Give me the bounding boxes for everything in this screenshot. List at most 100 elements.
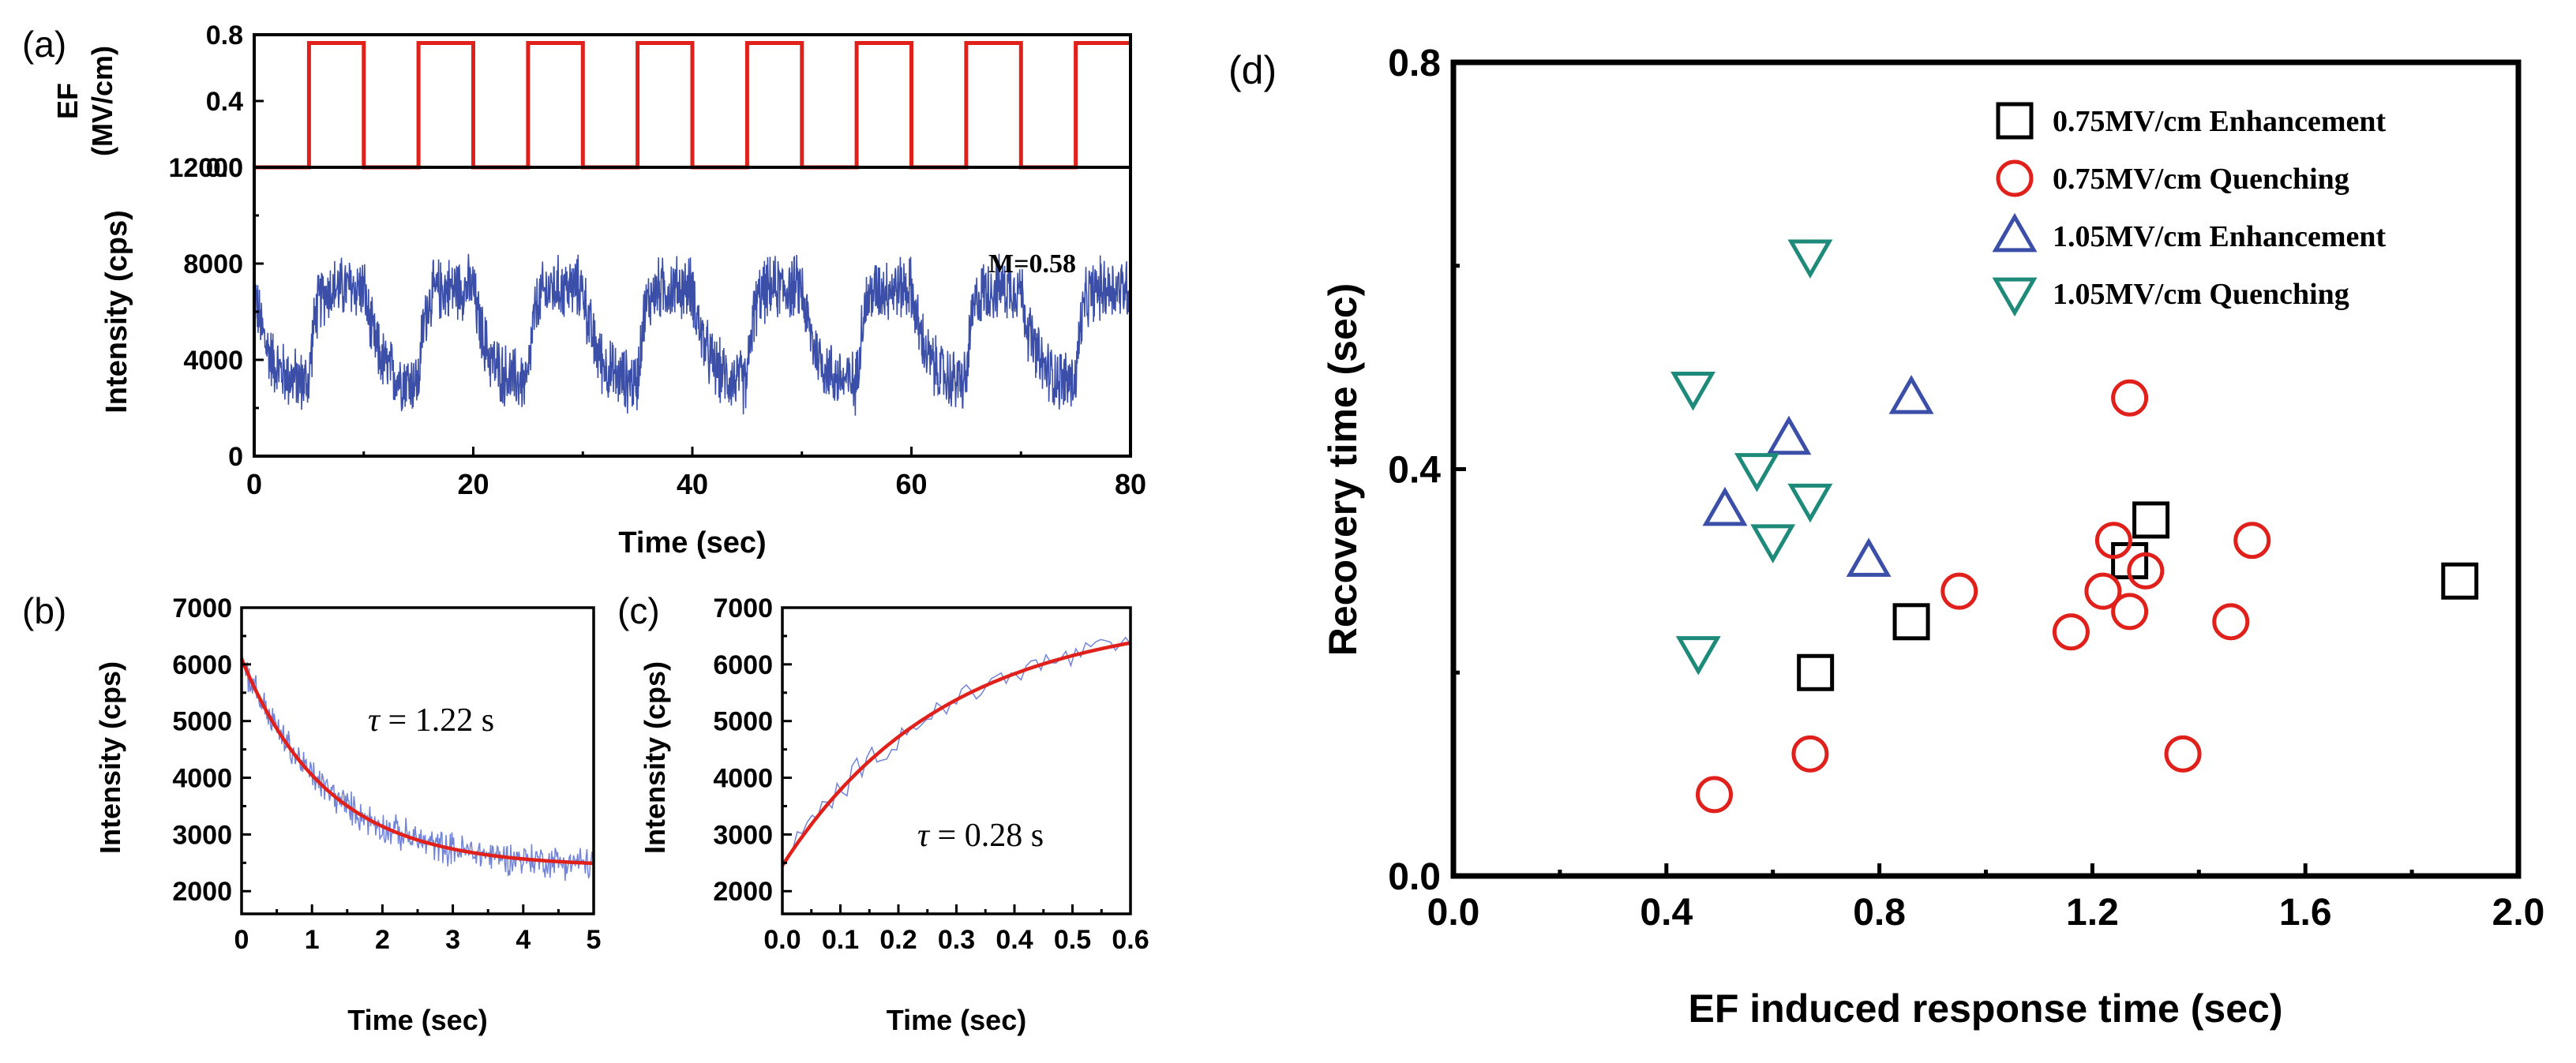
scatter-point [2052, 613, 2090, 651]
scatter-point [1702, 486, 1748, 526]
tau-value: = 1.22 s [380, 702, 494, 739]
x-tick-label: 40 [677, 468, 708, 500]
x-tick-label: 0.0 [1427, 892, 1480, 934]
scatter-point [2212, 603, 2250, 641]
legend-marker [1996, 159, 2034, 197]
x-tick-label: 1.2 [2066, 892, 2119, 934]
y-tick-label: 6000 [172, 650, 232, 680]
x-tick-label: 2 [375, 925, 390, 955]
scatter-point [1791, 735, 1829, 773]
y-tick-label: 0.4 [1388, 449, 1441, 491]
y-tick-label: 8000 [183, 249, 243, 279]
ef-ylabel-line-2: (MV/cm) [86, 46, 118, 156]
y-tick-label: 7000 [713, 593, 773, 623]
noisy-data-trace [241, 655, 594, 881]
y-tick-label: 2000 [713, 877, 773, 907]
scatter-point [2111, 593, 2149, 631]
y-tick-label: 0.8 [1388, 43, 1441, 84]
x-tick-label: 0.1 [822, 925, 859, 955]
panel-label: (c) [617, 590, 660, 631]
y-tick-label: 0.0 [1388, 856, 1441, 898]
xlabel: Time (sec) [347, 1004, 487, 1036]
x-tick-label: 0.3 [938, 925, 975, 955]
scatter-point [1675, 636, 1721, 676]
ylabel: Recovery time (sec) [1321, 283, 1365, 656]
scatter-point [2094, 522, 2132, 560]
ylabel: Intensity (cps) [94, 661, 126, 854]
legend-label: 1.05MV/cm Quenching [2053, 278, 2349, 311]
x-tick-label: 0.2 [879, 925, 917, 955]
y-tick-label: 2000 [172, 877, 232, 907]
intensity-ylabel: Intensity (cps) [100, 210, 133, 414]
x-tick-label: 20 [457, 468, 489, 500]
y-tick-label: 4000 [183, 346, 243, 376]
x-tick-label: 0 [234, 925, 249, 955]
intensity-trace [253, 253, 1131, 416]
panel-label: (d) [1228, 48, 1277, 92]
scatter-point [1787, 239, 1833, 279]
scatter-point [1888, 375, 1934, 414]
y-tick-label: 0.8 [206, 21, 243, 51]
x-tick-label: 3 [445, 925, 460, 955]
fit-curve [239, 657, 594, 866]
y-tick-label: 4000 [713, 763, 773, 793]
y-tick-label: 6000 [713, 650, 773, 680]
scatter-point [1670, 372, 1715, 411]
y-tick-label: 0 [228, 442, 243, 472]
x-tick-label: 60 [895, 468, 927, 500]
y-tick-label: 3000 [172, 820, 232, 850]
y-tick-label: 12000 [168, 153, 243, 183]
y-tick-label: 7000 [172, 593, 232, 623]
y-tick-label: 4000 [172, 763, 232, 793]
series-triangle-up [1702, 375, 1934, 577]
y-tick-label: 0.0 [206, 153, 243, 183]
tau-annotation: τ = 0.28 s [917, 818, 1044, 854]
legend-marker [1992, 212, 2038, 253]
panel-label: (a) [22, 24, 66, 65]
fit-curve [781, 641, 1131, 867]
series-circle [1696, 379, 2271, 814]
panel-b: (b) 0 1 2 3 4 5 2000 3000 4000 5000 6000 7000 Intensi… [22, 590, 601, 1036]
tau-value: = 0.28 s [929, 818, 1044, 854]
scatter-point [1734, 453, 1779, 492]
modulation-annotation: M=0.58 [988, 249, 1076, 279]
scatter-point [1787, 483, 1833, 523]
y-tick-label: 5000 [713, 707, 773, 737]
plot-frame [1450, 59, 2522, 879]
ef-square-wave [254, 41, 1131, 170]
scatter-point [2441, 562, 2479, 600]
tau-symbol: τ [368, 702, 381, 739]
x-tick-label: 0.8 [1853, 892, 1906, 934]
ef-ylabel-line-1: EF [51, 83, 84, 119]
scatter-point [1846, 537, 1892, 577]
series-triangle-down [1670, 239, 1833, 676]
x-tick-label: 0 [246, 468, 262, 500]
legend-label: 1.05MV/cm Enhancement [2053, 220, 2387, 253]
time-xlabel: Time (sec) [618, 526, 766, 560]
x-tick-label: 2.0 [2492, 892, 2545, 934]
tau-annotation: τ = 1.22 s [368, 702, 494, 739]
x-tick-label: 0.4 [1640, 892, 1693, 934]
xlabel: EF induced response time (sec) [1689, 986, 2283, 1031]
scatter-point [2127, 552, 2165, 590]
scatter-point [1797, 653, 1835, 691]
xlabel: Time (sec) [887, 1004, 1026, 1036]
legend-marker [1996, 102, 2034, 140]
y-tick-label: 0.4 [206, 87, 243, 117]
x-tick-label: 4 [516, 925, 531, 955]
tau-symbol: τ [917, 818, 931, 854]
scatter-point [1940, 572, 1978, 610]
x-tick-label: 0.6 [1112, 925, 1149, 955]
scatter-point [1766, 415, 1812, 455]
legend-marker [1992, 277, 2038, 317]
x-tick-label: 0.5 [1054, 925, 1091, 955]
panel-a: (a) 0.0 0.4 0.8 EF (MV/cm) 0 4000 8000 12000 0 20 40… [22, 21, 1146, 560]
legend-label: 0.75MV/cm Quenching [2053, 163, 2349, 196]
x-tick-label: 5 [587, 925, 602, 955]
scatter-point [2111, 379, 2149, 417]
scatter-point [1892, 603, 1930, 641]
scatter-point [2084, 572, 2122, 610]
legend-label: 0.75MV/cm Enhancement [2053, 105, 2387, 138]
y-tick-label: 3000 [713, 820, 773, 850]
